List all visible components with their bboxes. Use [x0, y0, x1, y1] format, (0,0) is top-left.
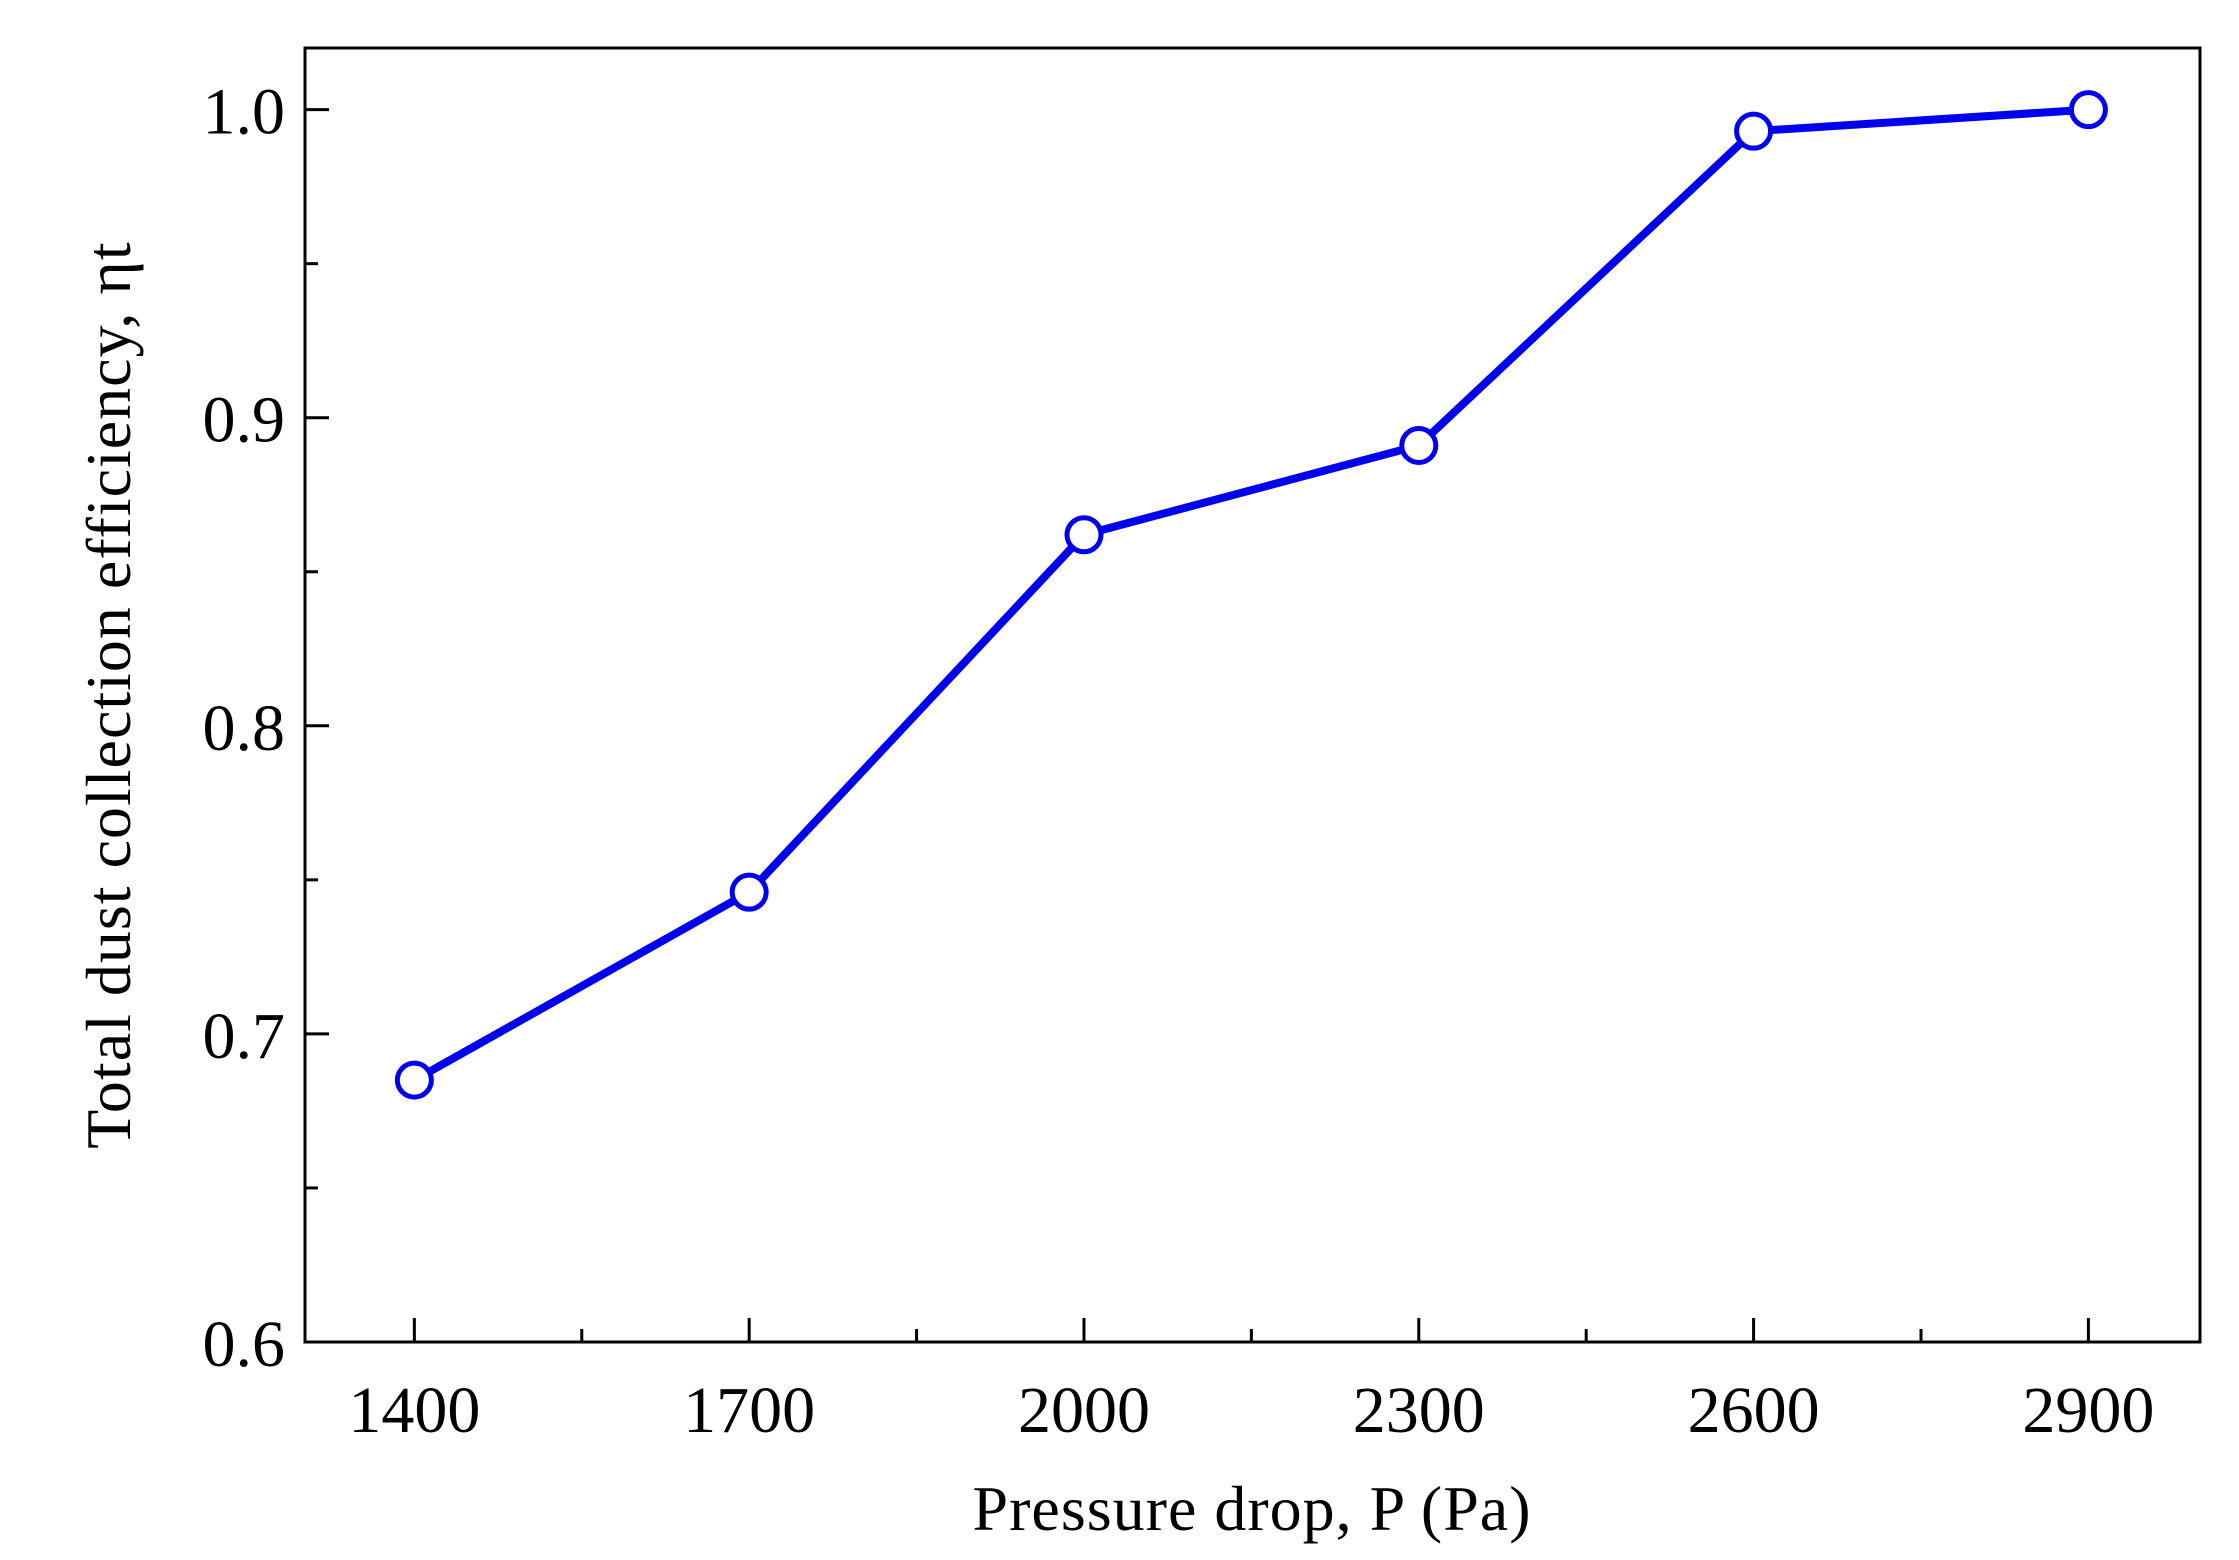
y-axis-ticks — [305, 108, 329, 1344]
x-axis-tick-labels: 1400 1700 2000 2300 2600 2900 — [348, 1374, 2154, 1447]
x-tick-label: 2900 — [2022, 1374, 2154, 1447]
plot-frame — [303, 46, 2202, 1344]
x-tick-label: 2300 — [1353, 1374, 1485, 1447]
data-point — [1399, 425, 1439, 465]
y-tick-label: 0.8 — [203, 692, 286, 765]
x-tick-label: 1400 — [348, 1374, 480, 1447]
y-tick-label: 0.7 — [203, 1000, 286, 1073]
x-axis-title: Pressure drop, P (Pa) — [973, 1473, 1532, 1544]
y-tick-label: 1.0 — [203, 76, 286, 149]
series-line — [412, 105, 2089, 1084]
y-axis-tick-labels: 0.6 0.7 0.8 0.9 1.0 — [203, 76, 286, 1381]
data-point — [1734, 111, 1774, 151]
x-axis-ticks — [412, 1318, 2090, 1342]
y-axis-title: Total dust collection efficiency, ηt — [73, 241, 144, 1148]
y-tick-label: 0.9 — [203, 384, 286, 457]
data-point — [729, 872, 769, 912]
data-point — [394, 1060, 434, 1100]
data-point — [1064, 515, 1104, 555]
markers-layer — [394, 90, 2108, 1100]
y-tick-label: 0.6 — [203, 1308, 286, 1381]
data-point — [2068, 90, 2108, 130]
x-tick-label: 1700 — [683, 1374, 815, 1447]
series-layer — [412, 105, 2089, 1084]
x-tick-label: 2600 — [1688, 1374, 1820, 1447]
x-tick-label: 2000 — [1018, 1374, 1150, 1447]
